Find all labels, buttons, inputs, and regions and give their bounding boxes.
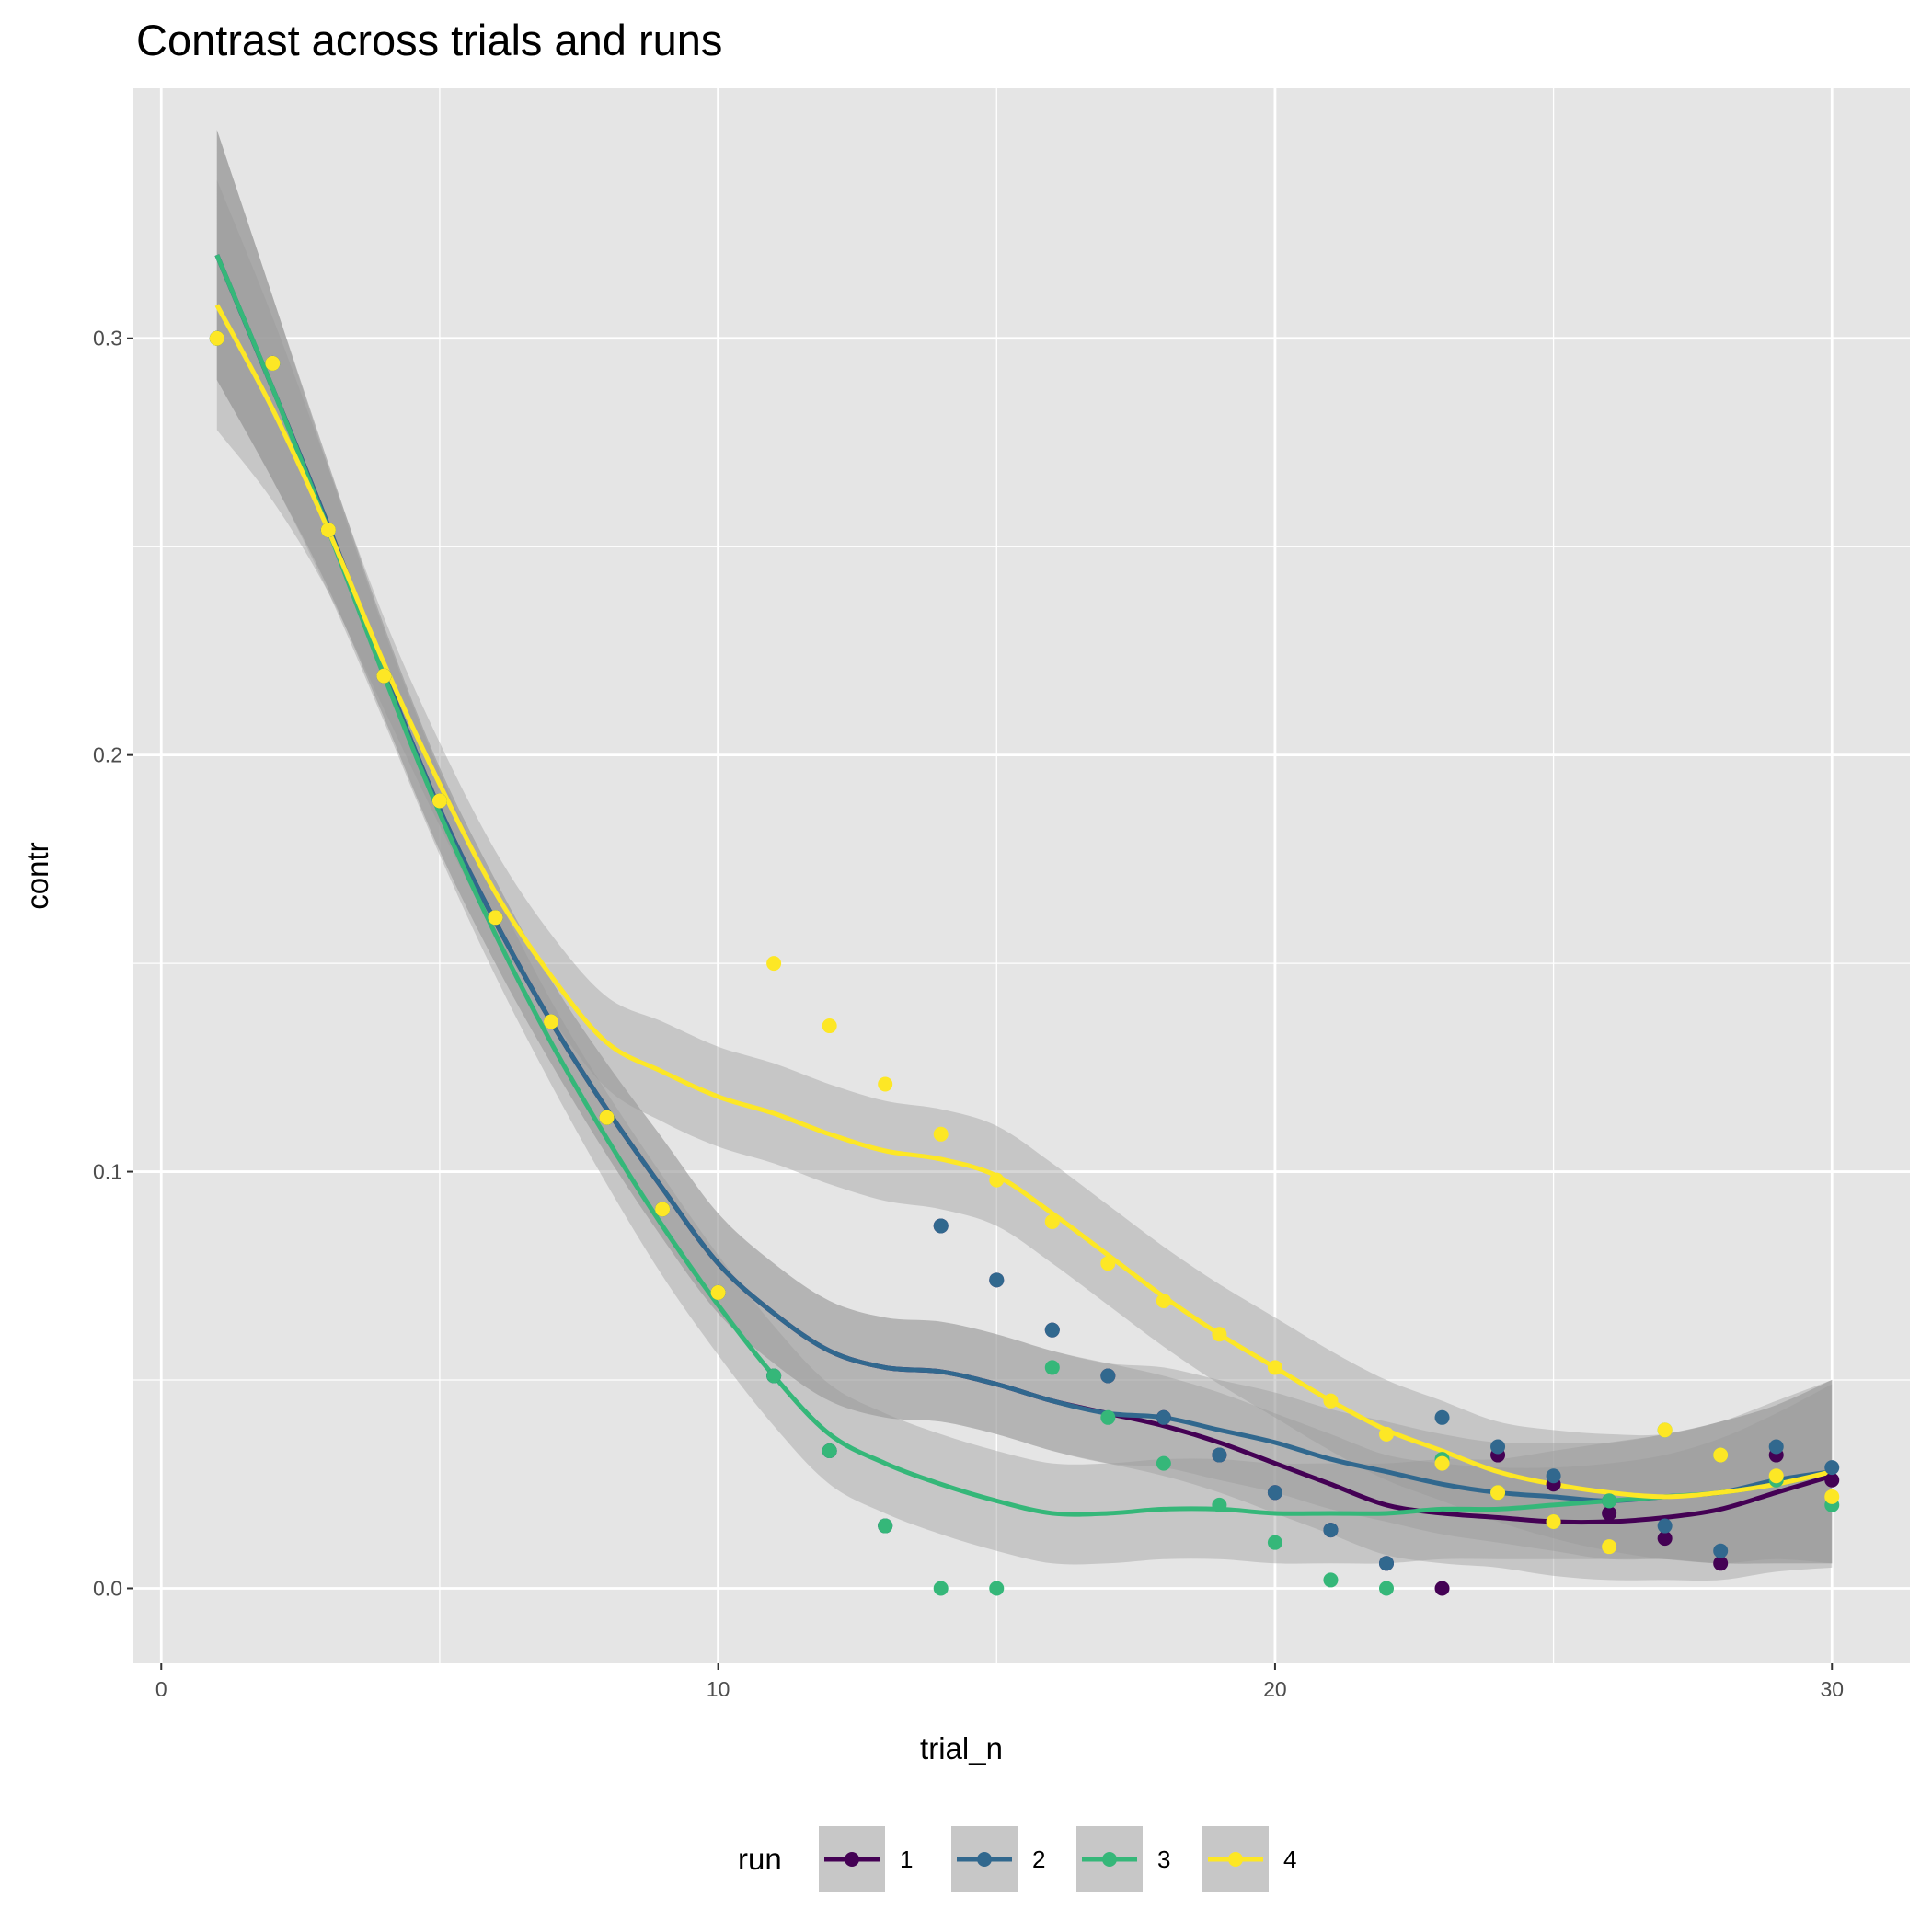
y-tick-label: 0.3: [93, 327, 122, 351]
smooth-lines: [214, 254, 1833, 1525]
data-points: [209, 330, 1840, 1596]
legend-label: 1: [900, 1846, 913, 1873]
point-run-4: [933, 1126, 949, 1142]
point-run-3: [1212, 1497, 1227, 1512]
point-run-1: [1602, 1505, 1617, 1521]
point-run-4: [1212, 1327, 1227, 1342]
point-run-4: [989, 1172, 1005, 1188]
legend-item-run-3: 3: [1076, 1826, 1170, 1892]
point-run-2: [1490, 1439, 1506, 1455]
point-run-3: [766, 1368, 782, 1384]
point-run-2: [1100, 1368, 1116, 1384]
legend-item-run-4: 4: [1202, 1826, 1296, 1892]
x-tick-label: 10: [707, 1677, 730, 1701]
legend-label: 3: [1157, 1846, 1170, 1873]
point-run-4: [822, 1018, 837, 1034]
y-tick-label: 0.0: [93, 1576, 122, 1600]
point-run-1: [1713, 1556, 1729, 1571]
x-axis-title: trial_n: [920, 1731, 1003, 1765]
point-run-4: [766, 956, 782, 972]
point-run-3: [1323, 1572, 1339, 1588]
point-run-1: [1824, 1472, 1840, 1488]
point-run-2: [1713, 1543, 1729, 1558]
point-run-1: [1434, 1581, 1450, 1596]
point-run-1: [1657, 1531, 1673, 1547]
legend-key-point: [845, 1852, 859, 1867]
point-run-4: [543, 1014, 558, 1029]
legend-label: 2: [1032, 1846, 1045, 1873]
smooth-line-run-3: [214, 254, 1833, 1517]
point-run-2: [933, 1218, 949, 1234]
point-run-4: [1378, 1426, 1394, 1442]
point-run-4: [1434, 1455, 1450, 1471]
legend-key-point: [1102, 1852, 1117, 1867]
point-run-3: [1156, 1455, 1171, 1471]
point-run-2: [1546, 1468, 1561, 1484]
confidence-bands: [216, 130, 1833, 1581]
point-run-4: [1546, 1514, 1561, 1530]
point-run-4: [1824, 1489, 1840, 1504]
legend: run 1 2 3 4: [738, 1826, 1296, 1892]
point-run-4: [1713, 1447, 1729, 1463]
y-tick-label: 0.2: [93, 743, 122, 767]
x-tick-label: 0: [155, 1677, 167, 1701]
point-run-4: [878, 1076, 893, 1092]
plot-panel: [133, 88, 1910, 1663]
point-run-2: [1824, 1460, 1840, 1476]
point-run-3: [878, 1518, 893, 1534]
point-run-2: [1378, 1556, 1394, 1571]
gridlines: [133, 88, 1910, 1663]
point-run-2: [1267, 1485, 1282, 1501]
legend-item-run-2: 2: [951, 1826, 1045, 1892]
point-run-2: [1156, 1409, 1171, 1425]
legend-key-point: [1228, 1852, 1243, 1867]
chart-title: Contrast across trials and runs: [136, 16, 722, 64]
legend-title: run: [738, 1842, 782, 1876]
point-run-4: [710, 1284, 726, 1300]
point-run-2: [1044, 1322, 1060, 1338]
point-run-3: [989, 1581, 1005, 1596]
point-run-4: [1490, 1485, 1506, 1501]
point-run-4: [1267, 1360, 1282, 1375]
confidence-band-run-3: [216, 130, 1833, 1565]
point-run-4: [599, 1110, 615, 1125]
point-run-2: [1768, 1439, 1784, 1455]
point-run-2: [989, 1272, 1005, 1288]
point-run-4: [655, 1202, 671, 1217]
y-axis-title: contr: [20, 842, 54, 909]
point-run-4: [1657, 1422, 1673, 1438]
point-run-3: [1267, 1535, 1282, 1550]
x-tick-label: 20: [1263, 1677, 1287, 1701]
axes: 0 10 20 30 0.0 0.1 0.2 0.3: [93, 327, 1844, 1701]
point-run-3: [933, 1581, 949, 1596]
point-run-4: [488, 910, 503, 926]
legend-label: 4: [1283, 1846, 1296, 1873]
smooth-line-run-4: [214, 304, 1833, 1500]
y-tick-label: 0.1: [93, 1160, 122, 1184]
point-run-4: [1156, 1293, 1171, 1308]
point-run-2: [1212, 1447, 1227, 1463]
point-run-4: [1323, 1393, 1339, 1409]
point-run-4: [1602, 1539, 1617, 1555]
point-run-3: [1044, 1360, 1060, 1375]
point-run-4: [1768, 1468, 1784, 1484]
legend-item-run-1: 1: [819, 1826, 913, 1892]
point-run-4: [209, 330, 224, 346]
point-run-4: [431, 793, 447, 809]
x-tick-label: 30: [1820, 1677, 1844, 1701]
point-run-4: [1044, 1213, 1060, 1229]
point-run-2: [1323, 1523, 1339, 1538]
point-run-4: [265, 355, 281, 371]
point-run-3: [1100, 1409, 1116, 1425]
point-run-4: [376, 668, 392, 684]
point-run-3: [1602, 1493, 1617, 1509]
point-run-3: [822, 1443, 837, 1459]
point-run-2: [1434, 1409, 1450, 1425]
point-run-3: [1378, 1581, 1394, 1596]
point-run-4: [320, 523, 336, 538]
legend-key-point: [977, 1852, 992, 1867]
point-run-4: [1100, 1256, 1116, 1271]
point-run-2: [1657, 1518, 1673, 1534]
